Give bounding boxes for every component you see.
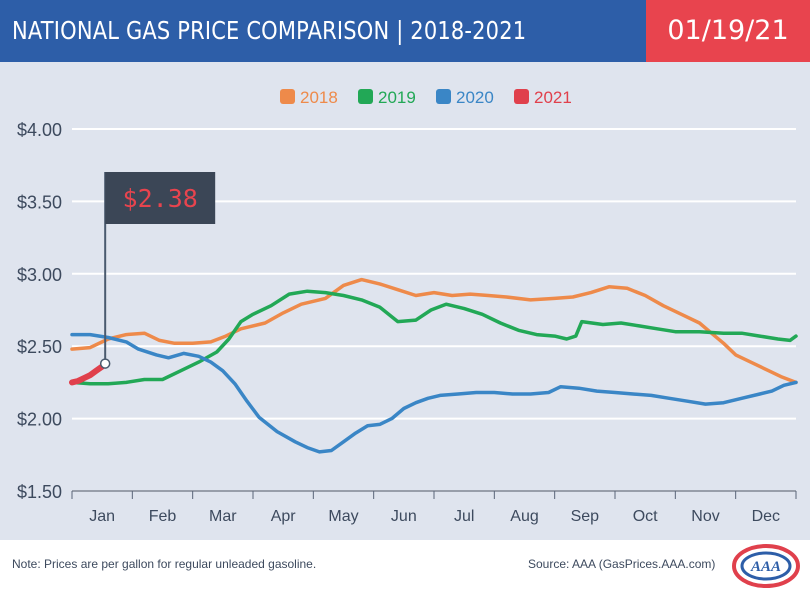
callout-label: $2.38	[123, 184, 198, 213]
x-tick-label: Jul	[454, 508, 474, 525]
source-credit: Source: AAA (GasPrices.AAA.com)	[528, 557, 716, 571]
series-layer	[69, 277, 798, 454]
legend-label: 2021	[534, 88, 572, 107]
y-tick-label: $2.50	[17, 337, 62, 357]
y-tick-label: $3.00	[17, 265, 62, 285]
date-badge: 01/19/21	[646, 0, 810, 62]
logo-text: AAA	[750, 559, 781, 575]
footnote: Note: Prices are per gallon for regular …	[12, 557, 317, 571]
x-tick-label: Aug	[510, 508, 538, 525]
x-axis: Jan Feb Mar Apr May Jun Jul Aug Sep Oct Nov Dec	[71, 490, 797, 525]
x-tick-label: Apr	[271, 508, 297, 525]
y-tick-label: $1.50	[17, 482, 62, 502]
x-tick-label: Dec	[752, 508, 780, 525]
legend-swatch	[280, 89, 295, 104]
series-line-2021	[69, 360, 109, 386]
x-tick-label: Oct	[633, 508, 658, 525]
series-line-2019	[70, 289, 798, 386]
page-title: NATIONAL GAS PRICE COMPARISON | 2018-202…	[12, 16, 527, 45]
x-tick-label: Sep	[571, 508, 600, 525]
legend-swatch	[358, 89, 373, 104]
x-tick-label: Mar	[209, 508, 237, 525]
legend-label: 2020	[456, 88, 494, 107]
y-tick-label: $4.00	[17, 120, 62, 140]
legend-swatch	[514, 89, 529, 104]
x-tick-label: May	[328, 508, 358, 525]
callout-point	[99, 358, 111, 369]
y-tick-label: $2.00	[17, 410, 62, 430]
legend-label: 2019	[378, 88, 416, 107]
x-tick-label: Nov	[691, 508, 719, 525]
chart-panel	[0, 62, 810, 540]
aaa-logo: AAA	[732, 544, 800, 588]
series-line-2020	[70, 332, 798, 454]
legend: 2018 2019 2020 2021	[280, 88, 572, 107]
legend-label: 2018	[300, 88, 338, 107]
x-tick-label: Jan	[89, 508, 115, 525]
price-callout: $2.38	[99, 172, 216, 369]
legend-swatch	[436, 89, 451, 104]
callout-box	[105, 172, 216, 224]
y-tick-label: $3.50	[17, 192, 62, 212]
series-line-2018	[70, 277, 798, 385]
x-tick-label: Jun	[391, 508, 417, 525]
footer	[0, 540, 810, 597]
x-tick-label: Feb	[149, 508, 177, 525]
